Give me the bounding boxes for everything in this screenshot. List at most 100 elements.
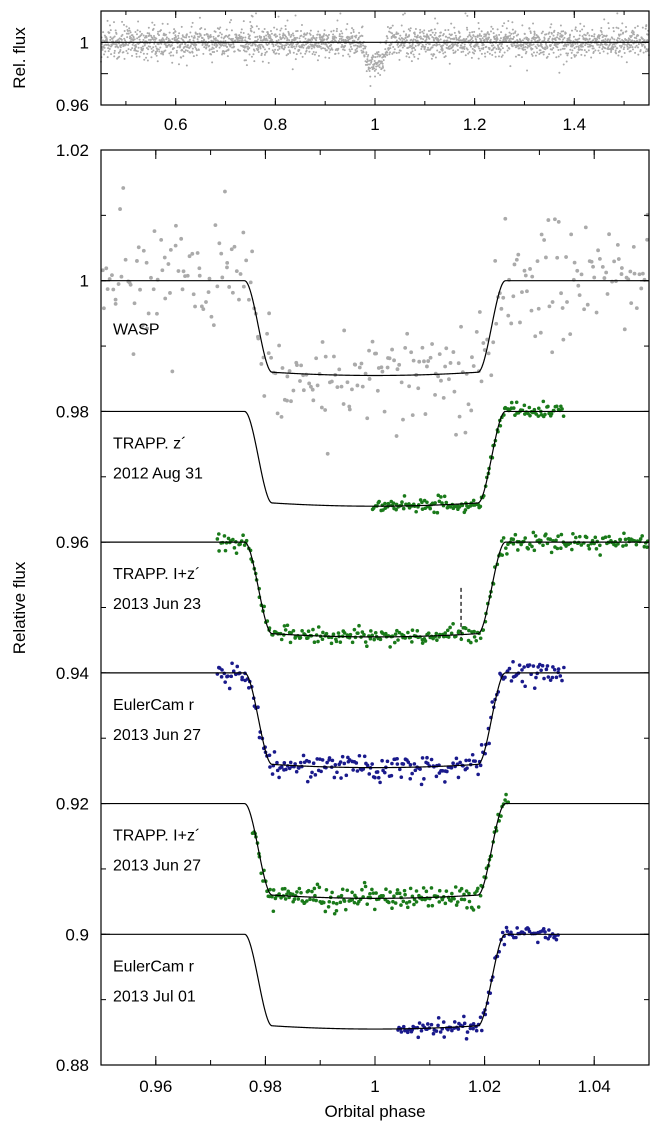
light-curve-label: 2013 Jul 01 [113, 988, 196, 1005]
top-data-point [342, 54, 345, 57]
top-data-point [152, 27, 155, 30]
top-data-point [326, 35, 329, 38]
top-data-point [354, 36, 357, 39]
top-data-point [444, 51, 447, 54]
top-data-point [565, 60, 568, 63]
top-data-point [549, 35, 552, 38]
top-data-point [505, 27, 508, 30]
top-data-point [295, 53, 298, 56]
light-curve-point [338, 900, 343, 905]
top-data-point [180, 25, 183, 28]
top-data-point [414, 28, 417, 30]
top-data-point [373, 67, 376, 70]
top-data-point [190, 25, 193, 28]
top-data-point [253, 60, 256, 63]
top-data-point [195, 54, 198, 57]
light-curve-point [572, 260, 577, 265]
light-curve-point [341, 402, 346, 406]
light-curve-point [440, 897, 445, 902]
top-data-point [417, 57, 420, 60]
top-data-point [563, 47, 566, 50]
top-data-point [399, 49, 402, 52]
top-data-point [231, 37, 234, 40]
top-data-point [550, 23, 553, 26]
top-data-point [137, 46, 140, 49]
top-data-point [434, 31, 437, 34]
top-data-point [449, 44, 452, 47]
top-data-point [574, 26, 577, 29]
light-curve-point [311, 898, 316, 902]
light-curve-point [406, 630, 410, 635]
light-curve-point [363, 884, 368, 889]
light-curve-point [312, 886, 317, 891]
light-curve-point [543, 930, 547, 934]
top-data-point [445, 35, 448, 38]
light-curve-point [490, 700, 495, 704]
top-data-point [325, 43, 328, 46]
top-data-point [495, 47, 498, 50]
top-data-point [526, 69, 529, 72]
top-data-point [340, 37, 343, 40]
top-data-point [277, 39, 280, 42]
top-data-point [575, 54, 578, 57]
top-data-point [157, 43, 160, 46]
top-data-point [413, 55, 416, 58]
top-data-point [251, 15, 254, 18]
light-curve-point [330, 758, 335, 763]
light-curve-point [324, 887, 329, 892]
light-curve-point [173, 243, 178, 248]
light-curve-point [350, 897, 355, 902]
light-curve-point [451, 350, 456, 354]
light-curve-point [241, 284, 246, 289]
light-curve-point [155, 311, 159, 316]
light-curve-point [378, 780, 382, 785]
top-data-point [476, 43, 479, 46]
top-data-point [443, 39, 446, 42]
top-data-point [127, 32, 130, 35]
top-data-point [508, 47, 511, 50]
top-data-point [185, 64, 188, 67]
light-curve-point [463, 508, 468, 512]
light-curve-point [311, 398, 316, 403]
top-data-point [351, 35, 354, 38]
top-data-point [303, 44, 306, 47]
top-data-point [316, 59, 319, 62]
top-data-point [573, 53, 576, 56]
top-data-point [216, 50, 219, 53]
top-data-point [253, 31, 256, 34]
light-curve-point [227, 285, 232, 289]
light-curve-point [314, 898, 318, 903]
top-data-point [635, 44, 638, 47]
top-data-point [376, 64, 379, 67]
top-data-point [444, 55, 447, 58]
light-curve-point [591, 264, 595, 269]
top-data-point [613, 38, 616, 41]
light-curve-point [197, 273, 202, 278]
top-data-point [379, 73, 382, 76]
top-data-point [473, 45, 476, 48]
top-data-point [583, 25, 586, 28]
top-data-point [316, 33, 319, 36]
top-data-point [455, 38, 458, 41]
light-curve-point [420, 641, 425, 645]
light-curve-point [536, 414, 541, 418]
top-data-point [384, 55, 387, 58]
light-curve-point [229, 247, 234, 252]
top-data-point [447, 29, 450, 32]
light-curve-point [428, 506, 433, 511]
top-data-point [453, 37, 456, 40]
top-data-point [195, 43, 198, 46]
light-curve-point [543, 412, 547, 417]
top-data-point [579, 30, 582, 33]
top-data-point [365, 70, 368, 73]
light-curve-point [516, 548, 520, 552]
light-curve-point [596, 248, 600, 253]
light-curve-point [576, 283, 581, 288]
top-data-point [155, 37, 158, 40]
light-curve-point [283, 897, 288, 901]
top-data-point [626, 45, 629, 48]
light-curve-point [225, 261, 230, 265]
y-tick-label: 0.94 [56, 664, 89, 683]
light-curve-point [523, 684, 527, 689]
top-data-point [583, 33, 586, 36]
